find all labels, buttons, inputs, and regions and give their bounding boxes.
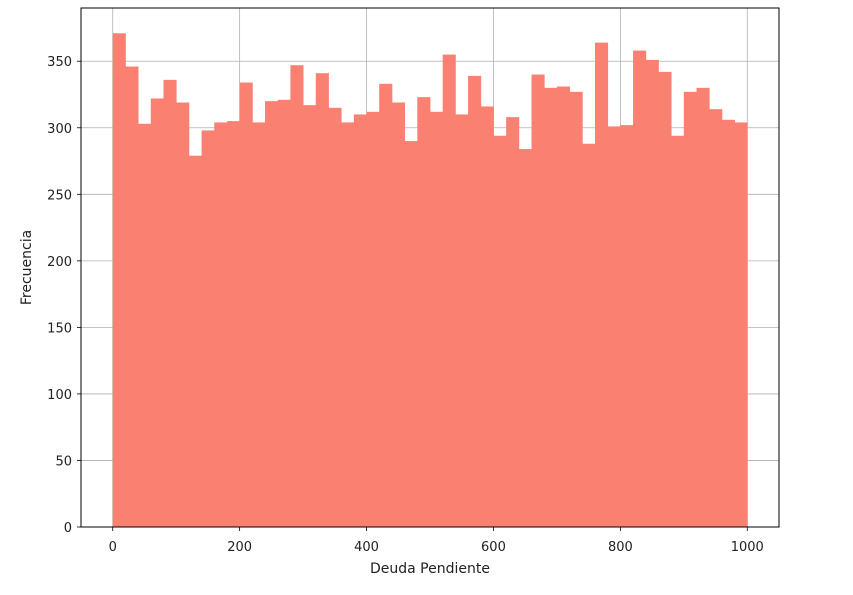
histogram-bar [582,143,596,527]
histogram-bar [671,135,685,527]
histogram-bar [518,149,532,528]
histogram-bar [379,83,393,527]
histogram-bar [569,91,583,527]
histogram-bar [315,73,329,527]
histogram-bar [150,98,164,527]
y-tick-label: 150 [47,321,72,336]
y-tick-label: 350 [47,55,72,70]
histogram-bar [556,86,570,527]
histogram-bar [201,130,215,527]
histogram-bars [112,33,748,528]
histogram-bar [709,109,723,527]
histogram-bar [721,119,735,528]
histogram-bar [214,122,228,527]
histogram-bar [188,155,202,527]
x-tick-label: 0 [109,540,117,555]
histogram-bar [531,74,545,528]
histogram-bar [455,114,469,527]
histogram-bar [176,102,190,527]
histogram-bar [658,71,672,527]
histogram-bar [328,107,342,528]
histogram-bar [594,42,609,527]
y-tick-label: 0 [64,521,72,536]
histogram-bar [734,122,748,527]
x-tick-label: 600 [481,540,506,555]
histogram-bar [442,54,456,527]
x-axis-label: Deuda Pendiente [370,561,490,577]
histogram-bar [353,114,367,527]
histogram-bar [252,122,266,527]
x-tick-label: 200 [227,540,252,555]
histogram-bar [620,125,634,527]
histogram-bar [493,135,507,527]
plot-frame [80,7,780,528]
histogram-bar [303,105,317,528]
histogram-bar [683,91,697,527]
histogram-bar [544,87,558,527]
histogram-bar [239,82,253,528]
y-tick-label: 100 [47,388,72,403]
histogram-bar [480,106,494,527]
axis-ticks: 0 200 400 600 800 1000 0 50 100 150 200 250 300 350 [47,55,764,555]
histogram-bar [163,79,177,527]
y-tick-label: 300 [47,122,72,137]
histogram-bar [265,101,279,528]
histogram-bar [417,97,431,528]
y-tick-label: 200 [47,255,72,270]
histogram-bar [290,65,304,527]
y-tick-label: 250 [47,188,72,203]
histogram-bar [341,122,355,527]
y-axis-label: Frecuencia [19,230,35,305]
histogram-bar [277,99,291,528]
x-tick-label: 1000 [731,540,764,555]
histogram-bar [391,102,406,527]
histogram-bar [404,141,418,528]
histogram-bar [645,59,659,528]
histogram-bar [226,121,241,527]
histogram-bar [506,117,520,527]
x-tick-label: 400 [354,540,379,555]
histogram-bar [633,50,647,527]
histogram-bar [696,87,710,527]
histogram-bar [112,33,126,528]
histogram-bar [607,126,621,527]
histogram-bar [468,75,482,527]
y-tick-label: 50 [55,454,72,469]
histogram-bar [430,111,444,528]
histogram-bar [138,123,152,528]
histogram-bar [366,111,380,528]
histogram-bar [125,66,139,528]
x-tick-label: 800 [608,540,633,555]
